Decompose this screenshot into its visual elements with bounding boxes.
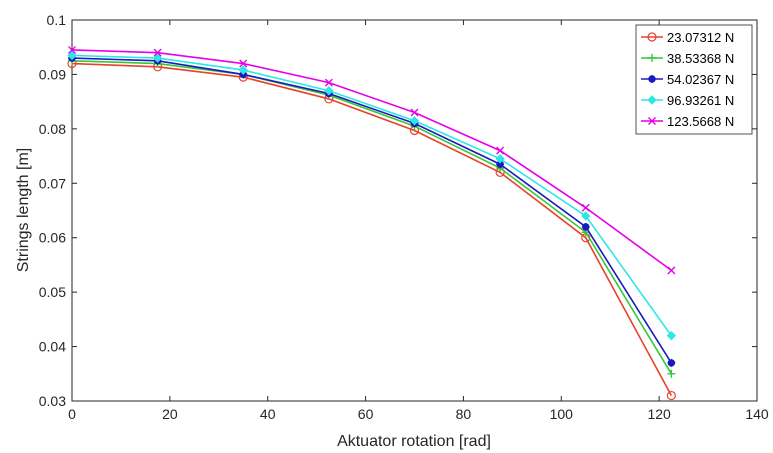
series-line-1 [71, 62, 673, 396]
data-point-series-5 [667, 266, 676, 275]
data-point-series-4 [152, 53, 163, 63]
series-line-5 [71, 49, 672, 272]
legend-marker [648, 117, 656, 125]
data-point-series-5 [496, 146, 505, 155]
x-tick-label: 60 [358, 406, 374, 422]
x-tick-label: 140 [745, 406, 769, 422]
legend-label: 38.53368 N [667, 51, 734, 66]
y-axis-label: Strings length [m] [15, 148, 32, 273]
y-tick-label: 0.05 [39, 284, 66, 300]
data-point-series-5 [239, 59, 248, 68]
series-group [67, 45, 677, 401]
data-point-series-5 [324, 78, 333, 87]
data-point-series-2 [667, 369, 676, 378]
legend-label: 96.93261 N [667, 93, 734, 108]
legend-item-3: 54.02367 N [641, 72, 734, 87]
data-point-series-4 [495, 154, 505, 164]
y-tick-label: 0.1 [47, 12, 67, 28]
legend-marker [647, 95, 657, 105]
data-point-series-3 [581, 222, 590, 231]
data-point-series-4 [409, 115, 420, 126]
y-tick-label: 0.09 [39, 66, 66, 82]
data-point-series-5 [410, 108, 419, 117]
x-tick-label: 20 [162, 406, 178, 422]
legend-label: 123.5668 N [667, 114, 734, 129]
data-point-series-5 [581, 203, 590, 212]
x-tick-label: 120 [647, 406, 671, 422]
y-tick-label: 0.07 [39, 175, 66, 191]
series-line-3 [71, 57, 673, 364]
x-axis-label: Aktuator rotation [rad] [337, 433, 491, 450]
x-axis-ticks: 0 20 40 60 80 100 120 140 [68, 20, 769, 422]
legend-marker [647, 32, 657, 42]
legend-item-5: 123.5668 N [641, 114, 734, 129]
legend-label: 23.07312 N [667, 30, 734, 45]
data-point-series-4 [581, 211, 591, 221]
legend: 23.07312 N 38.53368 N 54.02367 N 96.93261 N… [635, 24, 753, 135]
data-point-series-5 [68, 45, 76, 54]
x-tick-label: 100 [550, 406, 574, 422]
legend-marker [648, 54, 656, 62]
y-tick-label: 0.06 [39, 230, 66, 246]
data-point-series-4 [324, 86, 334, 96]
data-point-series-4 [238, 65, 248, 75]
legend-label: 54.02367 N [667, 72, 734, 87]
y-tick-label: 0.03 [39, 393, 66, 409]
legend-item-1: 23.07312 N [641, 30, 734, 45]
x-tick-label: 0 [68, 406, 76, 422]
data-point-series-4 [666, 330, 677, 341]
data-point-series-4 [67, 50, 77, 61]
x-tick-label: 80 [456, 406, 472, 422]
data-point-series-1 [666, 390, 676, 401]
data-point-series-3 [667, 358, 676, 367]
series-line-4 [71, 54, 673, 337]
data-point-series-5 [153, 48, 162, 57]
y-tick-label: 0.08 [39, 121, 66, 137]
x-tick-label: 40 [260, 406, 276, 422]
legend-item-2: 38.53368 N [641, 51, 734, 66]
y-tick-label: 0.04 [39, 339, 66, 355]
legend-item-4: 96.93261 N [641, 93, 734, 108]
series-line-2 [71, 60, 673, 375]
y-axis-ticks: 0.03 0.04 0.05 0.06 0.07 0.08 0.09 0.1 [39, 12, 757, 409]
legend-marker [648, 75, 656, 83]
